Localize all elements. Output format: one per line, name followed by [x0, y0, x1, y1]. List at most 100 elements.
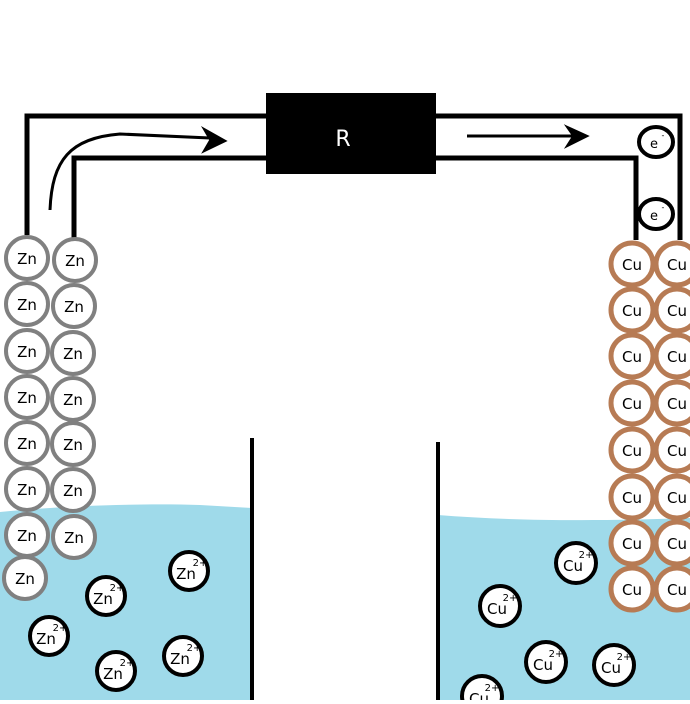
copper-atom: Cu — [608, 426, 656, 474]
svg-text:Cu: Cu — [487, 600, 507, 618]
zinc-atom: Zn — [2, 555, 48, 601]
zinc-atom: Zn — [4, 281, 50, 327]
copper-atom: Cu — [653, 286, 690, 334]
svg-text:Cu: Cu — [622, 256, 642, 274]
svg-text:2+: 2+ — [503, 593, 518, 604]
svg-text:2+: 2+ — [579, 550, 594, 561]
svg-text:2+: 2+ — [193, 558, 208, 569]
copper-ion: Cu2+ — [592, 643, 636, 687]
svg-text:Cu: Cu — [622, 348, 642, 366]
zinc-ion: Zn2+ — [168, 550, 210, 592]
svg-text:Zn: Zn — [170, 650, 190, 668]
zinc-atom: Zn — [4, 328, 50, 374]
copper-atom: Cu — [608, 332, 656, 380]
wire-inner — [71, 155, 639, 240]
svg-text:Zn: Zn — [63, 436, 83, 454]
svg-text:Cu: Cu — [622, 489, 642, 507]
svg-text:Cu: Cu — [533, 656, 553, 674]
zinc-ion: Zn2+ — [162, 635, 204, 677]
copper-ion: Cu2+ — [478, 584, 522, 628]
svg-text:Cu: Cu — [622, 395, 642, 413]
svg-text:2+: 2+ — [617, 652, 632, 663]
svg-text:2+: 2+ — [187, 643, 202, 654]
zinc-atom: Zn — [50, 376, 96, 422]
copper-atom: Cu — [608, 565, 656, 613]
zinc-atom: Zn — [4, 466, 50, 512]
svg-text:Cu: Cu — [622, 581, 642, 599]
copper-atom: Cu — [653, 473, 690, 521]
zinc-atom: Zn — [4, 374, 50, 420]
copper-atom: Cu — [608, 473, 656, 521]
zinc-ion: Zn2+ — [95, 650, 137, 692]
copper-atom: Cu — [653, 426, 690, 474]
wire-outer — [24, 113, 683, 240]
svg-text:Zn: Zn — [15, 570, 35, 588]
zinc-ion: Zn2+ — [85, 575, 127, 617]
svg-text:Cu: Cu — [667, 442, 687, 460]
zinc-ions: Zn2+ Zn2+ Zn2+ Zn2+ Zn2+ — [28, 550, 210, 692]
svg-text:Cu: Cu — [667, 302, 687, 320]
svg-text:Zn: Zn — [36, 630, 56, 648]
svg-text:Cu: Cu — [667, 348, 687, 366]
zinc-atom: Zn — [51, 514, 97, 560]
zinc-atom: Zn — [52, 237, 98, 283]
svg-text:Zn: Zn — [103, 665, 123, 683]
svg-text:Zn: Zn — [17, 250, 37, 268]
arrow-right-icon — [48, 132, 211, 211]
svg-text:-: - — [662, 203, 665, 212]
svg-text:Cu: Cu — [667, 535, 687, 553]
copper-atom: Cu — [653, 379, 690, 427]
svg-text:-: - — [662, 131, 665, 140]
svg-text:2+: 2+ — [110, 583, 125, 594]
svg-text:Zn: Zn — [17, 296, 37, 314]
copper-atom: Cu — [608, 379, 656, 427]
svg-text:Zn: Zn — [17, 527, 37, 545]
copper-atom: Cu — [653, 565, 690, 613]
copper-atom: Cu — [608, 519, 656, 567]
copper-atom: Cu — [608, 240, 656, 288]
electron: e - — [637, 125, 675, 159]
zinc-atom: Zn — [50, 330, 96, 376]
copper-ion: Cu2+ — [460, 674, 504, 704]
zinc-atom: Zn — [4, 235, 50, 281]
zinc-atom: Zn — [50, 467, 96, 513]
svg-text:Zn: Zn — [63, 391, 83, 409]
svg-text:Zn: Zn — [63, 345, 83, 363]
copper-ions: Cu2+ Cu2+ Cu2+ Cu2+ Cu2+ — [460, 541, 636, 704]
svg-text:Zn: Zn — [17, 389, 37, 407]
svg-text:Cu: Cu — [622, 442, 642, 460]
svg-text:2+: 2+ — [485, 683, 500, 694]
copper-atom: Cu — [653, 519, 690, 567]
svg-text:Zn: Zn — [63, 482, 83, 500]
zinc-ion: Zn2+ — [28, 615, 70, 657]
svg-text:Zn: Zn — [93, 590, 113, 608]
svg-text:Zn: Zn — [64, 298, 84, 316]
svg-text:Zn: Zn — [65, 252, 85, 270]
svg-text:Cu: Cu — [601, 659, 621, 677]
svg-text:Cu: Cu — [563, 557, 583, 575]
copper-atom: Cu — [653, 240, 690, 288]
svg-text:2+: 2+ — [53, 623, 68, 634]
resistor-label: R — [335, 127, 350, 152]
flow-arrow-left — [48, 125, 228, 211]
zinc-electrode: Zn Zn Zn Zn Zn Zn Zn Zn Zn Zn Zn Zn Zn Z… — [2, 235, 98, 601]
resistor — [266, 93, 436, 174]
copper-electrode: Cu Cu Cu Cu Cu Cu Cu Cu Cu Cu Cu Cu Cu C… — [608, 240, 690, 613]
zinc-atom: Zn — [51, 283, 97, 329]
svg-text:Cu: Cu — [667, 256, 687, 274]
copper-atom: Cu — [608, 286, 656, 334]
svg-text:e: e — [650, 209, 658, 224]
copper-ion: Cu2+ — [554, 541, 598, 585]
svg-text:2+: 2+ — [120, 658, 135, 669]
flow-arrow-right — [467, 124, 590, 149]
svg-text:Cu: Cu — [622, 535, 642, 553]
svg-text:Cu: Cu — [667, 489, 687, 507]
zinc-atom: Zn — [4, 420, 50, 466]
svg-text:Zn: Zn — [64, 529, 84, 547]
copper-atom: Cu — [653, 332, 690, 380]
electron: e - — [637, 197, 675, 231]
svg-text:Zn: Zn — [17, 481, 37, 499]
svg-text:Zn: Zn — [17, 435, 37, 453]
